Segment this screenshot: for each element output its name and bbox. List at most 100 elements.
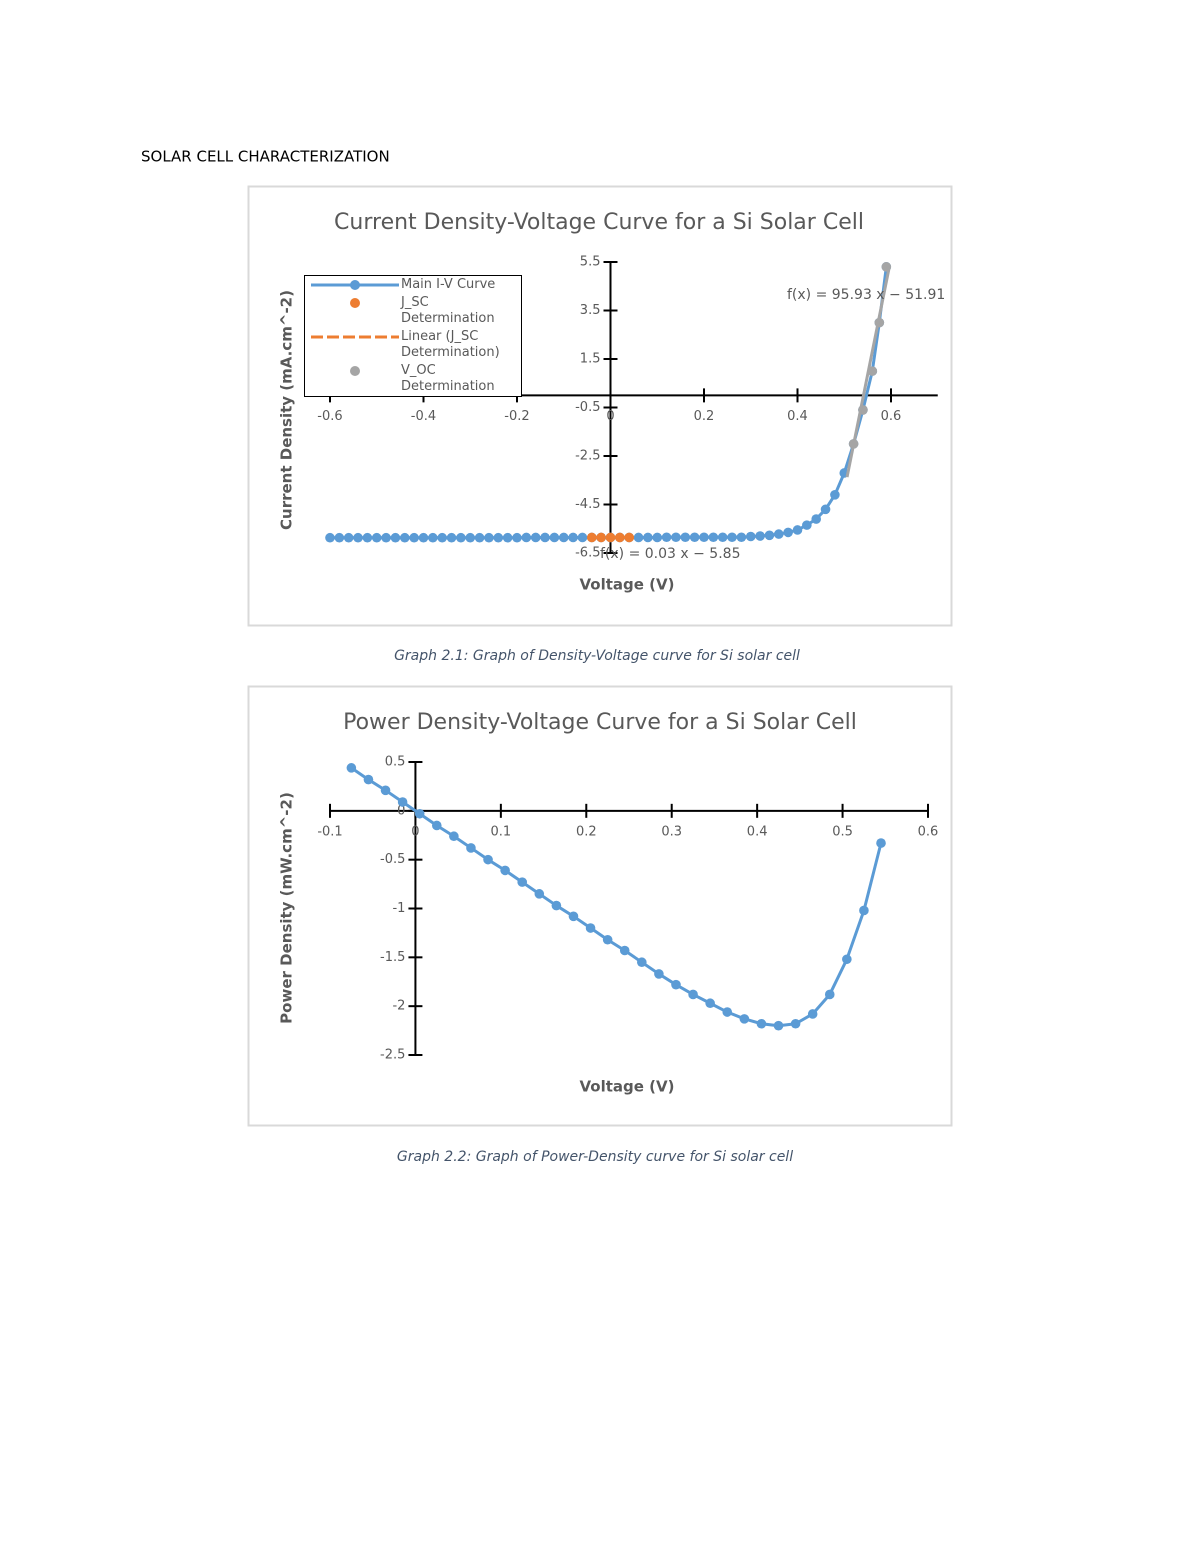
heading: SOLAR CELL CHARACTERIZATION bbox=[141, 148, 390, 166]
x-tick-label: 0.1 bbox=[491, 824, 512, 839]
data-point bbox=[502, 532, 513, 543]
data-point bbox=[465, 532, 476, 543]
data-point bbox=[722, 1007, 733, 1017]
y-tick-label: -2.5 bbox=[575, 449, 600, 464]
data-point bbox=[739, 1014, 750, 1024]
y-axis-label: Power Density (mW.cm^-2) bbox=[278, 792, 296, 1024]
data-point bbox=[688, 989, 698, 1000]
legend-label: V_OC Determination bbox=[401, 363, 495, 394]
data-point bbox=[699, 532, 709, 543]
data-point bbox=[437, 532, 447, 543]
data-point bbox=[343, 532, 354, 543]
data-point bbox=[577, 532, 588, 543]
data-point bbox=[652, 532, 663, 543]
x-tick-label: 0.3 bbox=[661, 824, 682, 839]
data-point bbox=[745, 531, 756, 542]
x-tick-label: 0.2 bbox=[576, 824, 597, 839]
y-tick-label: 1.5 bbox=[580, 352, 601, 367]
data-point bbox=[558, 532, 569, 543]
data-point bbox=[830, 490, 840, 500]
x-tick-label: 0.6 bbox=[918, 824, 939, 839]
legend-label: Main I-V Curve bbox=[401, 277, 496, 292]
chart-title: Power Density-Voltage Curve for a Si Sol… bbox=[343, 710, 857, 735]
data-point bbox=[615, 532, 625, 543]
data-point bbox=[540, 532, 550, 543]
series-line bbox=[845, 267, 891, 478]
data-point bbox=[773, 1020, 784, 1031]
data-point bbox=[764, 530, 775, 541]
data-point bbox=[414, 808, 425, 819]
data-point bbox=[346, 763, 357, 773]
x-tick-label: -0.2 bbox=[504, 409, 529, 424]
x-axis-label: Voltage (V) bbox=[580, 576, 675, 594]
legend-marker bbox=[350, 298, 360, 308]
caption: Graph 2.2: Graph of Power-Density curve … bbox=[397, 1149, 793, 1165]
x-tick-label: -0.6 bbox=[317, 409, 342, 424]
data-point bbox=[397, 797, 408, 807]
data-point bbox=[549, 532, 560, 543]
x-axis-label: Voltage (V) bbox=[580, 1078, 675, 1096]
data-point bbox=[661, 532, 672, 543]
data-point bbox=[727, 532, 737, 543]
x-tick-label: 0 bbox=[411, 824, 419, 839]
chart-title: Current Density-Voltage Curve for a Si S… bbox=[334, 210, 864, 235]
data-point bbox=[399, 532, 410, 543]
data-point bbox=[637, 957, 647, 968]
trendline-equation: f(x) = 0.03 x − 5.85 bbox=[600, 546, 740, 562]
data-point bbox=[568, 532, 578, 543]
data-point bbox=[551, 900, 562, 911]
legend-entry: Main I-V Curve bbox=[309, 277, 517, 293]
data-point bbox=[446, 532, 457, 543]
x-tick-label: 0 bbox=[606, 409, 614, 424]
data-point bbox=[530, 532, 541, 543]
data-point bbox=[755, 531, 765, 541]
x-tick-label: 0.5 bbox=[832, 824, 853, 839]
y-tick-label: -0.5 bbox=[575, 400, 600, 415]
y-tick-label: 5.5 bbox=[580, 255, 601, 270]
data-point bbox=[484, 532, 494, 543]
data-point bbox=[773, 529, 784, 539]
data-point bbox=[643, 532, 653, 543]
data-point bbox=[807, 1009, 818, 1019]
data-point bbox=[708, 532, 719, 543]
data-point bbox=[418, 532, 429, 543]
data-point bbox=[680, 532, 691, 543]
legend-marker bbox=[350, 366, 360, 376]
data-point bbox=[466, 843, 476, 853]
legend-box: Main I-V Curve J_SC Determination Linear (… bbox=[304, 275, 522, 397]
legend-marker bbox=[350, 280, 360, 290]
y-tick-label: -2 bbox=[392, 999, 405, 1014]
trendline-equation: f(x) = 95.93 x − 51.91 bbox=[787, 287, 945, 303]
data-point bbox=[705, 998, 715, 1009]
data-point bbox=[820, 504, 831, 515]
y-tick-label: -1 bbox=[392, 901, 405, 916]
x-tick-label: 0.4 bbox=[747, 824, 768, 839]
data-point bbox=[671, 979, 681, 990]
data-point bbox=[371, 532, 382, 543]
y-tick-label: 0 bbox=[397, 803, 405, 818]
data-point bbox=[802, 520, 812, 530]
data-point bbox=[792, 525, 803, 535]
data-point bbox=[568, 911, 579, 922]
data-point bbox=[380, 785, 391, 796]
legend-symbol bbox=[311, 280, 399, 290]
y-tick-label: 0.5 bbox=[385, 755, 406, 770]
legend-entry: V_OC Determination bbox=[309, 363, 517, 395]
data-point bbox=[736, 532, 747, 543]
data-point bbox=[717, 532, 728, 543]
legend-symbol bbox=[311, 335, 399, 339]
x-tick-label: 0.2 bbox=[694, 409, 715, 424]
data-point bbox=[521, 532, 532, 543]
data-point bbox=[334, 532, 345, 543]
legend-entry: J_SC Determination bbox=[309, 295, 517, 327]
data-point bbox=[325, 532, 335, 543]
x-tick-label: 0.6 bbox=[881, 409, 902, 424]
chart-frame bbox=[247, 685, 953, 1127]
data-point bbox=[824, 989, 835, 1000]
data-point bbox=[671, 532, 681, 543]
legend-symbol bbox=[350, 298, 360, 308]
y-tick-label: -0.5 bbox=[380, 852, 405, 867]
